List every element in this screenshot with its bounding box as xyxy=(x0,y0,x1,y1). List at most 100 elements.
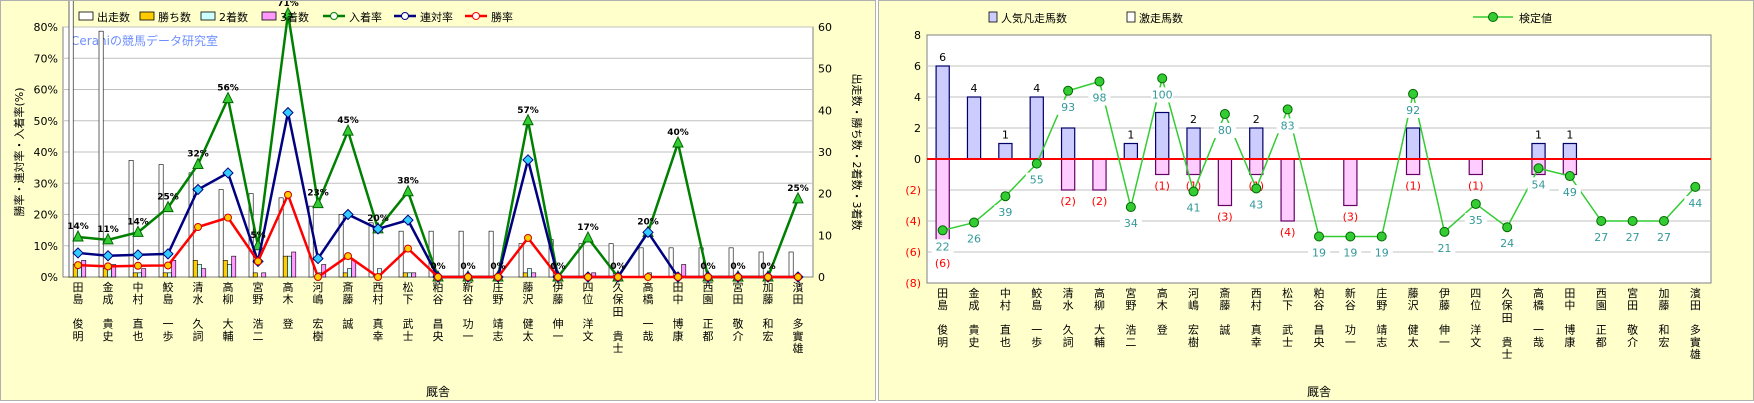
test-value-label-bg xyxy=(1652,230,1675,245)
x-tick-label: 斎藤誠 xyxy=(343,280,354,331)
bar-wins xyxy=(342,272,348,278)
y-left-tick: 60% xyxy=(34,84,58,97)
test-value-label-bg xyxy=(963,231,986,247)
x-tick-label-char: 四 xyxy=(583,281,594,294)
y-tick: 8 xyxy=(914,29,921,42)
bar-starts xyxy=(368,222,374,278)
bar-thirds xyxy=(261,272,267,278)
test-value-label-bg xyxy=(1245,197,1268,213)
legend-marker xyxy=(330,12,338,20)
x-tick-label-char: 志 xyxy=(493,330,504,343)
x-tick-label-char: 成 xyxy=(103,293,114,306)
y-left-tick: 40% xyxy=(34,146,58,159)
surge-label: (6) xyxy=(935,257,951,270)
x-tick-label-char: 西 xyxy=(703,281,714,294)
x-tick-label-char: 哉 xyxy=(1533,335,1544,349)
x-tick-label-char: 央 xyxy=(433,330,444,343)
x-tick-label-char: 浩 xyxy=(253,318,264,331)
marker-test-value xyxy=(1533,163,1544,174)
legend-label: 勝率 xyxy=(491,10,513,24)
x-tick-label-char: 沢 xyxy=(1408,298,1419,312)
x-tick-label-char: 輔 xyxy=(1094,336,1105,349)
x-tick-label-char: 康 xyxy=(1564,335,1575,349)
marker-win-rate xyxy=(404,244,412,253)
marker-win-rate xyxy=(104,262,112,271)
x-tick-label-char: 哉 xyxy=(643,329,654,343)
marker-win-rate xyxy=(314,273,322,281)
x-tick-label-char: 水 xyxy=(1063,299,1074,312)
x-tick-label-char: 士 xyxy=(613,342,624,355)
x-tick-label-char: 功 xyxy=(463,318,474,331)
y-right-tick: 60 xyxy=(818,21,832,34)
x-tick-label-char: 一 xyxy=(643,318,654,331)
bar-starts xyxy=(788,251,794,278)
place-rate-label: 32% xyxy=(187,150,209,160)
test-value-label-bg xyxy=(1590,230,1613,245)
place-rate-label: 0% xyxy=(610,262,625,272)
x-tick-label-char: 介 xyxy=(1627,336,1638,349)
marker-win-rate xyxy=(74,261,82,270)
x-tick-label-char: 田 xyxy=(733,293,744,306)
marker-place-rate xyxy=(222,91,234,104)
x-tick-label-char: 文 xyxy=(583,329,594,343)
pop-fail-label: 4 xyxy=(971,82,978,95)
x-tick-label-char: 粕 xyxy=(1314,286,1325,300)
x-tick-label-char: 高 xyxy=(1094,286,1105,300)
marker-win-rate xyxy=(494,273,502,281)
x-tick-label-char: 園 xyxy=(1596,299,1607,312)
marker-place-rate xyxy=(522,113,534,126)
x-tick-label-char: 中 xyxy=(673,293,684,306)
bar-starts xyxy=(98,30,104,278)
x-tick-label-char: 敬 xyxy=(1627,324,1638,337)
x-tick-label-char: 中 xyxy=(1000,287,1011,300)
x-tick-label-char: 沢 xyxy=(523,292,534,306)
marker-quinella-rate xyxy=(102,250,114,262)
test-value-label-bg xyxy=(1558,185,1581,201)
x-tick-label-char: 洋 xyxy=(583,317,594,331)
x-tick-label: 高木登 xyxy=(1157,286,1168,337)
legend-swatch xyxy=(261,11,277,21)
x-tick-label-char: 誠 xyxy=(343,318,354,331)
marker-quinella-rate xyxy=(162,248,174,260)
marker-win-rate xyxy=(524,233,532,242)
x-tick-label-char: 新 xyxy=(463,280,474,294)
place-rate-label: 14% xyxy=(127,217,149,227)
x-tick-label-char: 央 xyxy=(1314,336,1325,349)
legend-swatch xyxy=(139,11,155,21)
bar-surge xyxy=(935,158,950,253)
place-rate-label: 25% xyxy=(787,184,809,194)
x-tick-label-char: 高 xyxy=(223,280,234,294)
x-tick-label-char: 藤 xyxy=(523,281,534,294)
bar-thirds xyxy=(231,255,237,278)
x-tick-label-char: 伊 xyxy=(1439,287,1450,300)
x-tick-label-char: 庄 xyxy=(493,280,504,294)
marker-win-rate xyxy=(224,213,232,222)
y-left-tick: 0% xyxy=(41,271,58,284)
marker-test-value xyxy=(1188,186,1199,197)
x-tick-label-char: 貴 xyxy=(969,323,980,337)
bar-starts xyxy=(608,243,614,278)
x-tick-label-char: 藤 xyxy=(1219,299,1230,312)
x-tick-label-char: 藤 xyxy=(343,293,354,306)
place-rate-label: 0% xyxy=(460,262,475,272)
x-tick-label-char: 幸 xyxy=(1251,336,1262,349)
x-tick-label-char: 一 xyxy=(1031,324,1042,337)
place-rate-label: 57% xyxy=(517,106,539,116)
x-tick-label-char: 都 xyxy=(1596,336,1607,349)
y-right-tick: 40 xyxy=(818,104,832,117)
legend-label: 人気凡走馬数 xyxy=(1001,11,1067,25)
x-tick-label-char: 島 xyxy=(163,292,174,306)
marker-place-rate xyxy=(162,200,174,213)
bar-wins xyxy=(162,272,168,278)
x-tick-label-char: 太 xyxy=(1408,336,1419,349)
x-tick-label-char: 士 xyxy=(1502,348,1513,361)
